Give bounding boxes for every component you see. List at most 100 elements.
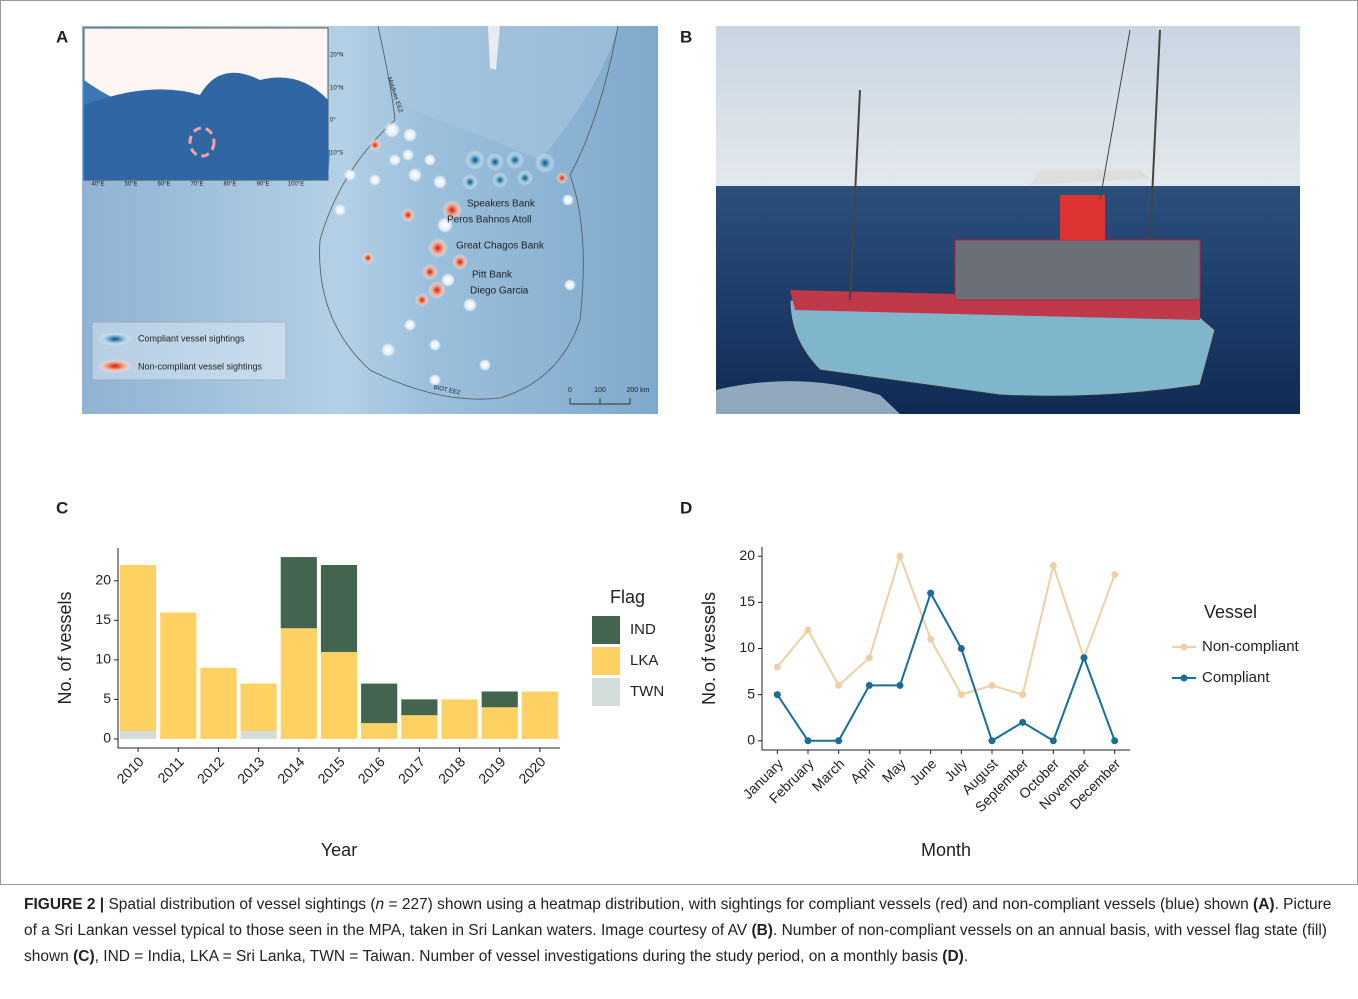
point bbox=[1019, 691, 1026, 698]
point bbox=[1081, 654, 1088, 661]
scale-label: 0 bbox=[568, 387, 572, 394]
bar-segment bbox=[482, 691, 518, 707]
map-legend-label: Compliant vessel sightings bbox=[138, 333, 245, 343]
point bbox=[958, 691, 965, 698]
place-label: Speakers Bank bbox=[467, 199, 536, 210]
caption-text: n bbox=[376, 896, 385, 913]
inset-lat-label: 0° bbox=[330, 118, 336, 124]
bar-segment bbox=[160, 612, 196, 738]
x-tick-label: 2011 bbox=[154, 753, 187, 786]
point bbox=[897, 682, 904, 689]
bar-segment bbox=[241, 731, 277, 739]
point bbox=[958, 645, 965, 652]
legend-key-noncompliant bbox=[97, 359, 133, 373]
x-tick-label: 2020 bbox=[515, 753, 548, 786]
x-tick-label: June bbox=[907, 755, 940, 788]
bar-segment bbox=[441, 699, 477, 739]
point bbox=[1019, 719, 1026, 726]
point bbox=[1111, 571, 1118, 578]
x-tick-label: 2014 bbox=[274, 753, 307, 786]
y-tick-label: 10 bbox=[739, 639, 755, 655]
x-tick-label: 2012 bbox=[194, 753, 227, 786]
scale-label: 200 km bbox=[627, 387, 650, 394]
place-label: Pitt Bank bbox=[472, 270, 513, 281]
panel-label: A bbox=[56, 27, 68, 46]
x-tick-label: 2015 bbox=[314, 753, 347, 786]
bar-segment bbox=[200, 668, 236, 739]
inset-lon-label: 60°E bbox=[157, 182, 170, 188]
inset-lon-label: 80°E bbox=[223, 182, 236, 188]
point bbox=[774, 691, 781, 698]
bar-segment bbox=[361, 723, 397, 739]
point bbox=[927, 636, 934, 643]
caption-text: . bbox=[964, 948, 968, 965]
place-label: Great Chagos Bank bbox=[456, 241, 545, 252]
legend-label: TWN bbox=[630, 683, 664, 700]
legend-label: Non-compliant bbox=[1202, 638, 1300, 655]
bar-segment bbox=[281, 628, 317, 739]
legend-label: LKA bbox=[630, 652, 658, 669]
point bbox=[866, 682, 873, 689]
x-tick-label: 2013 bbox=[234, 753, 267, 786]
point bbox=[805, 737, 812, 744]
x-axis-title: Year bbox=[321, 840, 357, 860]
legend-key bbox=[592, 678, 620, 706]
point bbox=[866, 654, 873, 661]
panel-label: D bbox=[680, 498, 692, 517]
y-tick-label: 10 bbox=[95, 651, 111, 667]
legend-title: Vessel bbox=[1204, 602, 1257, 622]
legend-key bbox=[1181, 644, 1188, 651]
map-panel bbox=[82, 26, 658, 414]
caption-text: (A) bbox=[1253, 896, 1275, 913]
inset-lon-label: 100°E bbox=[288, 182, 304, 188]
caption-text: (D) bbox=[942, 948, 964, 965]
legend-key-compliant bbox=[97, 332, 133, 346]
x-tick-label: 2019 bbox=[475, 753, 508, 786]
x-axis-title: Month bbox=[921, 840, 971, 860]
point bbox=[835, 737, 842, 744]
inset-lon-label: 90°E bbox=[256, 182, 269, 188]
inset-lat-label: 20°N bbox=[330, 53, 343, 59]
caption-text: (B) bbox=[751, 922, 773, 939]
legend-label: Compliant bbox=[1202, 669, 1270, 686]
bar-segment bbox=[321, 652, 357, 739]
bar-segment bbox=[241, 684, 277, 731]
bar-segment bbox=[120, 565, 156, 731]
x-tick-label: 2016 bbox=[355, 753, 388, 786]
y-tick-label: 20 bbox=[739, 547, 755, 563]
bar-segment bbox=[120, 731, 156, 739]
caption-text: , IND = India, LKA = Sri Lanka, TWN = Ta… bbox=[95, 948, 943, 965]
bar-segment bbox=[361, 684, 397, 724]
bar-segment bbox=[401, 715, 437, 739]
y-axis-title: No. of vessels bbox=[55, 591, 75, 704]
point bbox=[1111, 737, 1118, 744]
bar-segment bbox=[401, 699, 437, 715]
y-tick-label: 15 bbox=[95, 611, 111, 627]
series-line bbox=[777, 556, 1114, 694]
inset-lat-label: 10°S bbox=[330, 151, 343, 157]
point bbox=[897, 553, 904, 560]
legend-label: IND bbox=[630, 621, 656, 638]
point bbox=[835, 682, 842, 689]
place-label: Peros Bahnos Atoll bbox=[447, 215, 532, 226]
place-label: Diego Garcia bbox=[470, 286, 529, 297]
x-tick-label: April bbox=[847, 755, 878, 786]
inset-lat-label: 10°N bbox=[330, 86, 343, 92]
caption-text: = 227) shown using a heatmap distributio… bbox=[384, 896, 1253, 913]
point bbox=[805, 627, 812, 634]
x-tick-label: May bbox=[879, 755, 909, 785]
point bbox=[989, 737, 996, 744]
y-tick-label: 5 bbox=[747, 685, 755, 701]
y-tick-label: 0 bbox=[103, 730, 111, 746]
y-tick-label: 0 bbox=[747, 731, 755, 747]
y-tick-label: 15 bbox=[739, 593, 755, 609]
bar-segment bbox=[522, 691, 558, 738]
inset-lon-label: 50°E bbox=[124, 182, 137, 188]
point bbox=[989, 682, 996, 689]
y-axis-title: No. of vessels bbox=[699, 592, 719, 705]
photo-sky bbox=[716, 26, 1300, 186]
point bbox=[1050, 562, 1057, 569]
photo-panel bbox=[716, 26, 1300, 414]
bar-segment bbox=[482, 707, 518, 739]
